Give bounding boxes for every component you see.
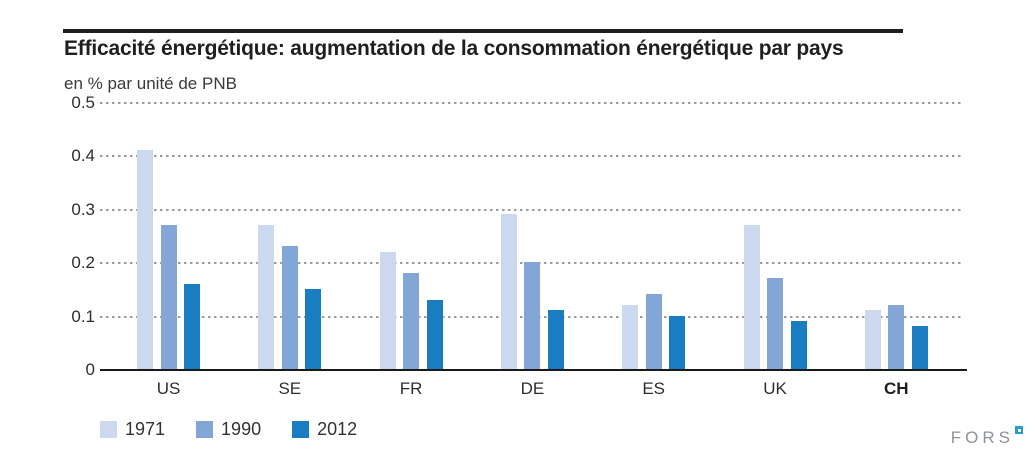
bar-DE-1990: [524, 262, 541, 369]
legend-label: 2012: [317, 419, 358, 439]
y-tick-label: 0.5: [71, 93, 95, 112]
legend-item-1971: 1971: [100, 419, 165, 440]
legend-swatch-icon: [292, 421, 310, 438]
gridline-0.3: [100, 208, 963, 211]
x-label-US: US: [156, 379, 181, 398]
y-tick-label: 0.2: [71, 253, 95, 273]
bar-group-FR: [379, 103, 443, 369]
bar-UK-1971: [743, 224, 760, 369]
x-label-CH: CH: [884, 379, 909, 398]
x-label-DE: DE: [520, 379, 545, 398]
bar-group-SE: [258, 103, 322, 369]
bar-group-UK: [743, 103, 807, 369]
bar-CH-1990: [888, 304, 905, 369]
legend-item-2012: 2012: [292, 419, 357, 440]
bar-SE-1990: [281, 246, 298, 369]
chart-area: 0 0.1 0.2 0.3 0.4 0.5 US SE FR DE ES UK CH: [0, 93, 1035, 398]
bar-DE-1971: [500, 214, 517, 369]
y-tick-label: 0.4: [71, 146, 95, 166]
legend-item-1990: 1990: [196, 419, 261, 440]
legend: 1971 1990 2012: [100, 419, 357, 440]
y-tick-label: 0: [85, 360, 95, 379]
x-axis-baseline: [100, 369, 967, 371]
fors-logo-mark-icon: [1015, 426, 1023, 434]
x-label-UK: UK: [763, 379, 787, 398]
x-label-SE: SE: [278, 379, 302, 398]
bar-FR-2012: [426, 299, 443, 369]
bar-US-2012: [184, 283, 200, 369]
x-label-ES: ES: [642, 379, 666, 398]
gridline-0.4: [100, 155, 963, 158]
bar-group-CH: [864, 103, 928, 369]
bar-UK-1990: [767, 278, 783, 369]
bar-US-1971: [137, 150, 153, 369]
bar-DE-2012: [547, 310, 564, 369]
legend-swatch-icon: [100, 421, 117, 438]
bar-ES-1971: [622, 304, 639, 369]
bar-US-1990: [160, 224, 177, 369]
bar-SE-2012: [305, 288, 322, 369]
bar-CH-2012: [911, 326, 928, 369]
bar-SE-1971: [258, 224, 275, 369]
fors-logo-text: FORS: [950, 428, 1014, 447]
bar-group-US: [137, 103, 200, 369]
chart-title: Efficacité énergétique: augmentation de …: [64, 37, 844, 60]
bar-ES-2012: [669, 315, 686, 369]
title-rule: [63, 29, 903, 33]
bar-CH-1971: [864, 310, 881, 369]
bar-group-DE: [500, 103, 564, 369]
chart-subtitle: en % par unité de PNB: [64, 74, 237, 93]
legend-label: 1971: [125, 419, 166, 439]
bar-group-ES: [622, 103, 686, 369]
x-axis-labels: US SE FR DE ES UK CH: [100, 379, 967, 403]
bar-UK-2012: [790, 320, 807, 369]
x-label-FR: FR: [399, 379, 423, 398]
y-tick-label: 0.1: [71, 306, 95, 326]
gridline-0.5: [100, 102, 963, 104]
bar-FR-1971: [379, 251, 396, 369]
y-tick-label: 0.3: [71, 199, 95, 219]
y-axis: 0 0.1 0.2 0.3 0.4 0.5: [50, 93, 95, 379]
legend-swatch-icon: [196, 421, 214, 438]
bar-ES-1990: [645, 294, 662, 369]
fors-logo: FORS: [950, 426, 1023, 448]
plot-area: [100, 102, 967, 371]
legend-label: 1990: [221, 419, 262, 439]
bar-FR-1990: [403, 272, 420, 369]
